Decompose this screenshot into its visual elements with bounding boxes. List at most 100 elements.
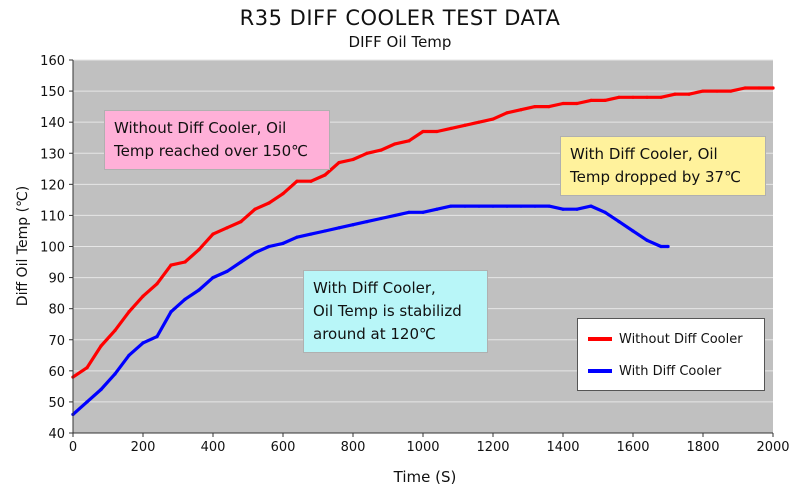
data-point (393, 142, 397, 146)
data-point (659, 95, 663, 99)
data-point (113, 372, 117, 376)
data-point (393, 213, 397, 218)
annotation-line: Oil Temp is stabilizd (313, 302, 462, 320)
y-axis-label: Diff Oil Temp (℃) (15, 186, 31, 306)
y-tick-label: 150 (40, 85, 65, 100)
data-point (85, 366, 89, 370)
data-point (253, 251, 257, 255)
data-point (477, 120, 481, 124)
data-point (211, 232, 215, 236)
data-point (155, 282, 159, 286)
legend-item-without-cooler: Without Diff Cooler (588, 330, 743, 348)
data-point (505, 204, 509, 208)
data-point (435, 129, 439, 134)
data-point (365, 151, 369, 155)
x-tick-label: 0 (69, 440, 77, 455)
data-point (463, 123, 467, 127)
data-point (267, 201, 271, 205)
data-point (407, 210, 411, 214)
data-point (463, 204, 467, 208)
y-tick-label: 100 (40, 241, 65, 256)
legend-item-with-cooler: With Diff Cooler (588, 362, 721, 380)
data-point (239, 220, 243, 224)
data-point (645, 95, 649, 99)
y-tick-label: 120 (40, 178, 65, 193)
axes (69, 59, 774, 437)
data-point (547, 105, 551, 109)
data-point (729, 89, 733, 93)
data-point (365, 220, 369, 224)
data-point (561, 101, 565, 106)
data-point (701, 89, 705, 93)
data-point (505, 111, 509, 115)
data-point (351, 157, 355, 162)
data-point (323, 229, 327, 233)
x-tick-label: 1800 (686, 440, 719, 455)
x-tick-label: 400 (201, 440, 226, 455)
legend-swatch (588, 337, 612, 341)
data-point (169, 263, 173, 267)
annotation-without-cooler: Without Diff Cooler, Oil Temp reached ov… (104, 110, 330, 170)
data-point (533, 105, 537, 109)
x-tick-label: 200 (131, 440, 156, 455)
data-point (519, 204, 523, 208)
data-point (309, 179, 313, 183)
data-point (113, 328, 117, 333)
x-tick-label: 2000 (756, 440, 789, 455)
y-tick-label: 70 (48, 334, 65, 349)
annotation-line: Without Diff Cooler, Oil (114, 119, 287, 137)
data-point (589, 98, 593, 103)
data-point (491, 117, 495, 121)
chart-title: R35 DIFF COOLER TEST DATA (239, 6, 561, 30)
data-point (267, 244, 271, 249)
data-point (617, 95, 621, 99)
y-tick-label: 140 (40, 116, 65, 131)
data-point (379, 216, 383, 221)
data-point (407, 139, 411, 143)
annotation-line: Temp reached over 150℃ (114, 142, 308, 160)
chart-subtitle: DIFF Oil Temp (348, 33, 452, 51)
x-tick-label: 1600 (616, 440, 649, 455)
data-point (141, 294, 145, 298)
data-point (211, 275, 215, 280)
data-point (491, 204, 495, 208)
annotation-stabilized: With Diff Cooler, Oil Temp is stabilizd … (303, 270, 488, 353)
annotation-line: Temp dropped by 37℃ (570, 168, 741, 186)
data-point (323, 173, 327, 177)
legend: Without Diff Cooler With Diff Cooler (577, 318, 765, 391)
data-point (337, 160, 341, 165)
data-point (295, 235, 299, 239)
data-point (631, 229, 635, 233)
data-point (85, 400, 89, 404)
x-tick-label: 1000 (406, 440, 439, 455)
data-point (771, 86, 775, 90)
annotation-line: around at 120℃ (313, 325, 436, 343)
data-point (659, 244, 663, 249)
annotation-temp-dropped: With Diff Cooler, Oil Temp dropped by 37… (560, 136, 766, 196)
y-tick-label: 90 (48, 272, 65, 287)
data-point (127, 353, 131, 357)
data-point (99, 344, 103, 348)
data-point (253, 207, 257, 211)
data-point (281, 241, 285, 245)
data-point (449, 204, 453, 208)
y-tick-label: 80 (48, 303, 65, 318)
y-tick-label: 50 (48, 396, 65, 411)
data-point (449, 126, 453, 130)
series-layer (71, 86, 775, 416)
data-point (715, 89, 719, 93)
data-point (225, 269, 229, 273)
data-point (589, 204, 593, 208)
x-axis-label: Time (S) (393, 468, 457, 486)
data-point (757, 86, 761, 90)
legend-swatch (588, 369, 612, 373)
data-point (421, 129, 425, 134)
data-point (603, 210, 607, 214)
data-point (533, 204, 537, 208)
data-point (743, 86, 747, 90)
data-point (197, 288, 201, 292)
annotation-line: With Diff Cooler, (313, 279, 436, 297)
data-point (519, 108, 523, 112)
y-tick-label: 160 (40, 54, 65, 69)
data-point (351, 223, 355, 227)
